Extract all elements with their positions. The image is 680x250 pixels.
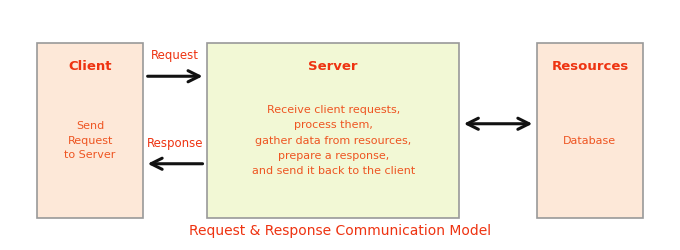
FancyBboxPatch shape [207,42,459,218]
Text: Request & Response Communication Model: Request & Response Communication Model [189,224,491,237]
Text: Client: Client [69,60,112,73]
Text: Server: Server [309,60,358,73]
Text: Send
Request
to Server: Send Request to Server [65,121,116,160]
Text: Response: Response [147,137,203,150]
FancyBboxPatch shape [37,42,143,218]
Text: Request: Request [151,50,199,62]
FancyBboxPatch shape [537,42,643,218]
Text: Resources: Resources [551,60,628,73]
Text: Receive client requests,
process them,
gather data from resources,
prepare a res: Receive client requests, process them, g… [252,105,415,176]
Text: Database: Database [563,136,617,145]
